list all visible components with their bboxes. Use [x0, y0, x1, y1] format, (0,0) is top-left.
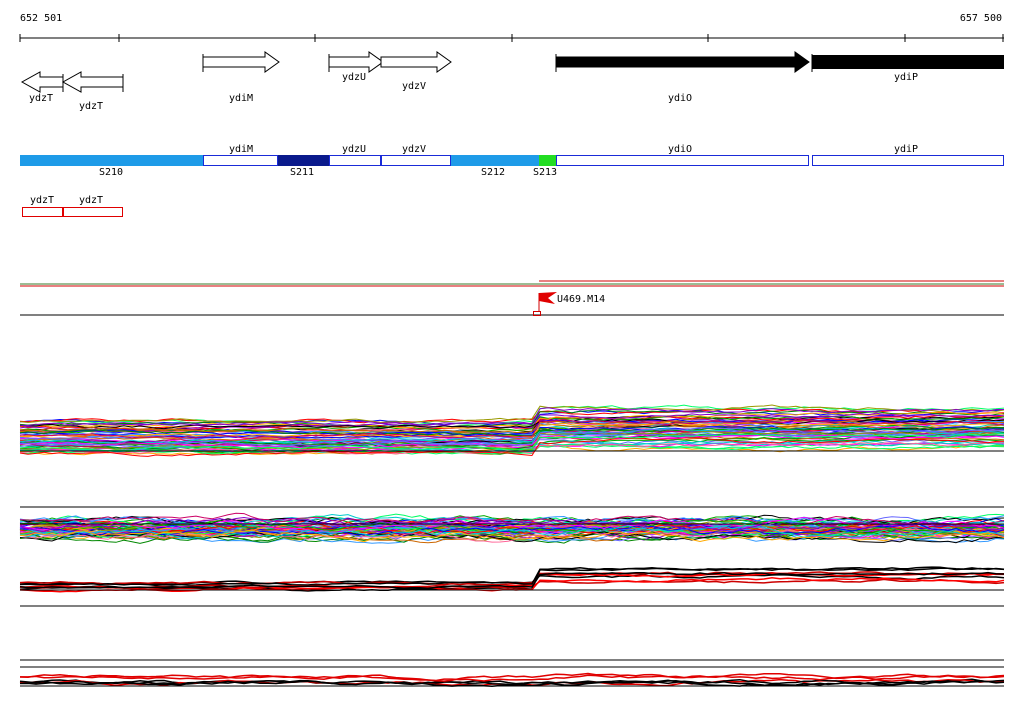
- segment-label-S210: S210: [99, 167, 123, 178]
- ruler-end-coordinate: 657 500: [959, 13, 1002, 24]
- expression-profile-line: [19, 516, 1005, 534]
- expression-profile-line: [19, 525, 1005, 540]
- gene-label-ydzV: ydzV: [402, 81, 426, 92]
- segment-gene-box-ydiO[interactable]: [556, 155, 809, 166]
- expression-profile-line: [19, 529, 1005, 543]
- gene-arrow-ydzV[interactable]: [380, 51, 452, 73]
- expression-profile-line: [19, 427, 1005, 444]
- gene-label-ydiO: ydiO: [668, 93, 692, 104]
- gene-arrow-ydiP[interactable]: [812, 55, 1004, 69]
- segment-gene-label-ydzV: ydzV: [402, 144, 426, 155]
- expression-profile-line: [19, 572, 1004, 591]
- expression-profile-line: [19, 419, 1005, 440]
- red-gene-label-ydzT: ydzT: [79, 195, 103, 206]
- expression-profile-line: [19, 422, 1005, 438]
- gene-label-ydzU: ydzU: [342, 72, 366, 83]
- expression-profile-line: [19, 419, 1005, 434]
- gene-label-ydzT: ydzT: [79, 101, 103, 112]
- expression-profile-line: [19, 411, 1005, 429]
- expression-profile-line: [20, 673, 1005, 682]
- segment-gene-box-ydzU[interactable]: [329, 155, 381, 166]
- marker-flag-icon[interactable]: [539, 292, 557, 304]
- expression-profile-line: [19, 679, 1005, 688]
- marker-anchor-box: [533, 311, 541, 316]
- segment-label-S213: S213: [533, 167, 557, 178]
- segment-gene-box-ydiP[interactable]: [812, 155, 1004, 166]
- segment-gene-label-ydiO: ydiO: [668, 144, 692, 155]
- gene-label-ydiM: ydiM: [229, 93, 253, 104]
- segment-gene-label-ydzU: ydzU: [342, 144, 366, 155]
- segment-label-S211: S211: [290, 167, 314, 178]
- expression-profile-line: [19, 427, 1005, 448]
- segment-gene-box-ydzV[interactable]: [381, 155, 451, 166]
- gene-label-ydzT: ydzT: [29, 93, 53, 104]
- expression-profile-line: [19, 404, 1005, 424]
- gene-arrow-ydiM[interactable]: [202, 51, 280, 73]
- segment-gene-box-ydiM[interactable]: [203, 155, 278, 166]
- segment-S210[interactable]: [20, 155, 203, 166]
- gene-arrow-ydzT[interactable]: [20, 71, 64, 93]
- expression-profile-line: [19, 412, 1005, 432]
- red-gene-box-ydzT[interactable]: [22, 207, 63, 217]
- segment-S213[interactable]: [539, 155, 556, 166]
- expression-profile-line: [19, 408, 1005, 428]
- gene-arrow-ydzT[interactable]: [61, 71, 124, 93]
- expression-profile-line: [19, 571, 1005, 589]
- expression-profile-line: [19, 516, 1005, 533]
- segment-gene-label-ydiM: ydiM: [229, 144, 253, 155]
- gene-arrow-ydzU[interactable]: [328, 51, 384, 73]
- ruler-start-coordinate: 652 501: [20, 13, 63, 24]
- expression-profile-line: [19, 433, 1005, 452]
- expression-profile-line: [19, 407, 1004, 427]
- gene-arrow-ydiO[interactable]: [555, 51, 810, 73]
- gene-label-ydiP: ydiP: [894, 72, 918, 83]
- segment-label-S212: S212: [481, 167, 505, 178]
- red-gene-box-ydzT[interactable]: [63, 207, 123, 217]
- marker-label: U469.M14: [557, 294, 605, 305]
- segment-S211[interactable]: [278, 155, 329, 166]
- segment-S212[interactable]: [451, 155, 539, 166]
- expression-profile-line: [19, 566, 1005, 587]
- expression-profile-line: [19, 436, 1004, 457]
- red-gene-label-ydzT: ydzT: [30, 195, 54, 206]
- segment-gene-label-ydiP: ydiP: [894, 144, 918, 155]
